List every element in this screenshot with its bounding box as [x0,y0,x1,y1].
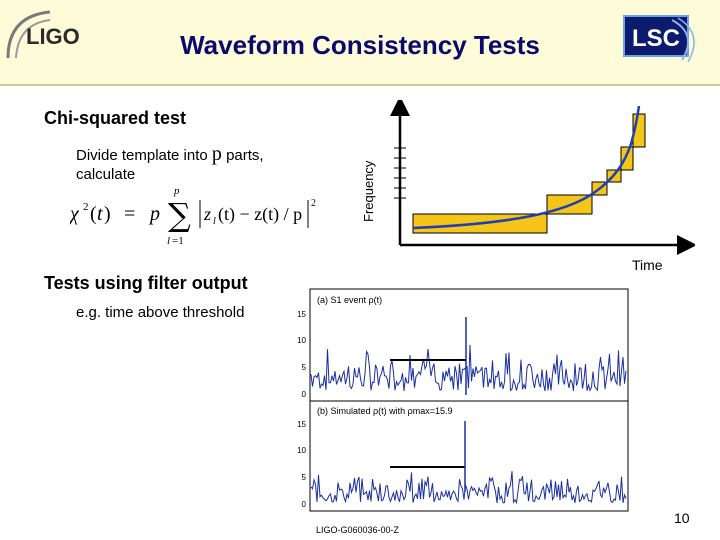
lsc-logo-text: LSC [632,25,680,52]
snr-panels: (a) S1 event ρ(t) (b) Simulated ρ(t) wit… [297,288,629,512]
chi-squared-heading: Chi-squared test [44,108,187,128]
ligo-logo-text: LIGO [26,24,80,49]
page-number: 10 [674,510,690,526]
filter-output-subtext: e.g. time above threshold [76,304,245,321]
svg-text:p: p [148,203,160,225]
desc-text-1: Divide template into [76,147,212,164]
chirp-curve [412,105,641,230]
svg-text:=: = [124,203,135,225]
svg-text:χ: χ [70,203,80,225]
svg-text:l: l [167,235,170,247]
y-axis-ticks [394,147,406,199]
chi-squared-description: Divide template into p parts, calculate [76,143,264,184]
tick-a-5: 5 [302,363,307,372]
svg-text:(t) − z(t) / p: (t) − z(t) / p [218,204,302,225]
tick-b-0: 0 [302,500,307,509]
tick-b-10: 10 [297,446,306,455]
document-id: LIGO-G060036-00-Z [316,525,400,535]
desc-text-2: parts, [221,147,264,164]
tick-a-0: 0 [302,390,307,399]
svg-text:2: 2 [311,198,316,209]
svg-text:): ) [104,203,111,225]
panel-b-title: (b) Simulated ρ(t) with ρmax=15.9 [317,406,453,416]
tick-b-15: 15 [297,420,306,429]
band-5 [620,146,634,171]
svg-text:t: t [97,203,103,225]
tick-a-15: 15 [297,310,306,319]
header-divider [0,84,720,86]
header-banner [0,0,720,84]
svg-text:=1: =1 [172,235,184,247]
svg-text:p: p [173,185,180,197]
svg-text:z: z [203,204,211,224]
panel-b-noise [310,471,627,505]
frequency-axis-label: Frequency [361,160,376,222]
ligo-logo: LIGO [6,10,80,59]
svg-text:2: 2 [83,201,89,213]
filter-output-heading: Tests using filter output [44,273,248,293]
tick-b-5: 5 [302,473,307,482]
chi-squared-equation: χ 2 ( t ) = p p ∑ l =1 z l (t) − z(t) / … [70,185,316,247]
panel-a-title: (a) S1 event ρ(t) [317,295,382,305]
lsc-logo: LSC [623,15,695,63]
tick-a-10: 10 [297,336,306,345]
frequency-time-diagram: Frequency [361,100,695,255]
svg-text:l: l [213,216,216,227]
svg-text:(: ( [90,203,97,225]
desc-var-p: p [211,143,222,165]
page-title: Waveform Consistency Tests [180,30,540,60]
svg-text:∑: ∑ [168,196,191,234]
time-axis-label: Time [632,257,663,273]
desc-text-3: calculate [76,166,136,183]
panel-a-noise [310,344,627,392]
